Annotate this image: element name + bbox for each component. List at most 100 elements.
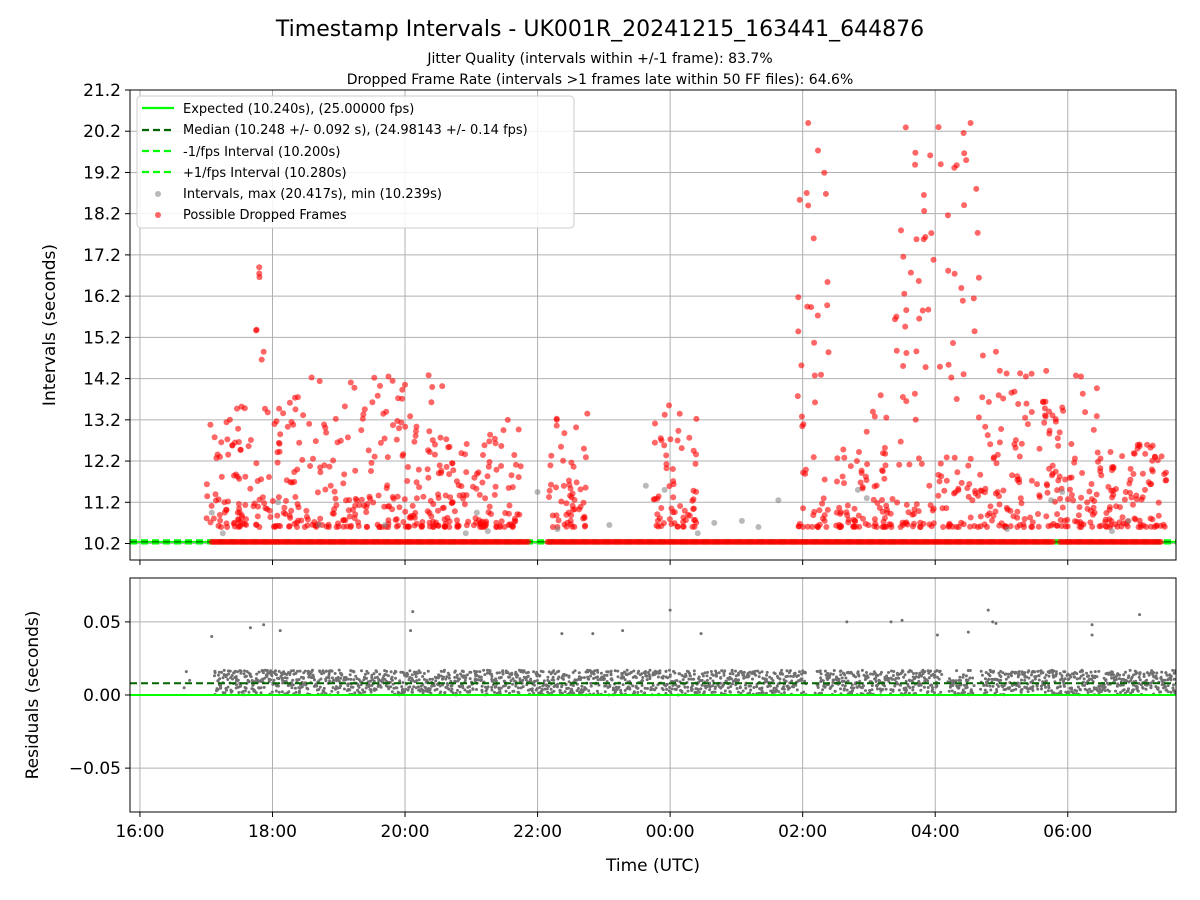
residual-point bbox=[1028, 687, 1032, 691]
residual-point bbox=[556, 682, 560, 686]
residual-point bbox=[1130, 675, 1134, 679]
residual-point bbox=[1110, 676, 1114, 680]
residual-point bbox=[409, 629, 413, 633]
residual-point bbox=[572, 691, 576, 695]
dropped-frame-point bbox=[492, 483, 499, 490]
residual-point bbox=[736, 673, 740, 677]
dropped-frame-point bbox=[666, 516, 673, 523]
residual-point bbox=[483, 673, 487, 677]
dropped-frame-point bbox=[986, 510, 993, 517]
dropped-frame-point bbox=[975, 414, 982, 421]
dropped-frame-point bbox=[245, 443, 252, 450]
residual-point bbox=[673, 671, 677, 675]
dropped-frame-point bbox=[277, 523, 284, 530]
dropped-frame-point bbox=[418, 523, 425, 529]
residual-point bbox=[591, 632, 595, 636]
residual-point bbox=[874, 676, 878, 680]
residual-point bbox=[216, 679, 220, 683]
dropped-frame-point bbox=[424, 466, 431, 473]
residual-point bbox=[831, 672, 835, 676]
dropped-frame-point bbox=[954, 469, 961, 476]
residual-point bbox=[1063, 670, 1067, 674]
residual-point bbox=[1115, 677, 1118, 681]
dropped-frame-point bbox=[212, 491, 219, 498]
residual-point bbox=[646, 687, 649, 690]
dropped-frame-point bbox=[234, 473, 241, 480]
dropped-frame-point bbox=[481, 442, 488, 449]
dropped-frame-point bbox=[396, 504, 403, 511]
residual-point bbox=[277, 669, 281, 673]
dropped-frame-point bbox=[280, 410, 287, 417]
dropped-frame-point bbox=[1130, 471, 1137, 477]
residual-point bbox=[1172, 677, 1176, 681]
dropped-frame-point bbox=[512, 518, 519, 524]
residual-point bbox=[1131, 688, 1135, 692]
dropped-frame-point bbox=[255, 503, 262, 510]
residual-point bbox=[436, 676, 440, 680]
dropped-frame-point bbox=[442, 492, 449, 499]
residual-point bbox=[730, 677, 733, 681]
residual-point bbox=[858, 679, 862, 683]
residual-point bbox=[408, 669, 412, 673]
dropped-frame-point bbox=[424, 508, 431, 515]
dropped-frame-point bbox=[299, 456, 306, 463]
dropped-frame-point bbox=[371, 453, 378, 460]
dropped-frame-point bbox=[463, 469, 470, 476]
dropped-frame-point bbox=[1043, 481, 1050, 488]
chart-title: Timestamp Intervals - UK001R_20241215_16… bbox=[275, 17, 924, 42]
residual-point bbox=[278, 629, 282, 633]
residual-point bbox=[238, 684, 242, 688]
dropped-frame-point bbox=[1071, 459, 1078, 466]
dropped-frame-point bbox=[1088, 481, 1095, 487]
dropped-frame-point bbox=[798, 413, 805, 420]
dropped-frame-point bbox=[509, 484, 516, 491]
dropped-frame-point bbox=[207, 519, 214, 526]
dropped-frame-point bbox=[666, 402, 673, 409]
residual-point bbox=[966, 630, 970, 634]
residual-point bbox=[778, 677, 782, 681]
dropped-frame-point bbox=[666, 483, 673, 490]
residual-point bbox=[616, 669, 620, 673]
residual-point bbox=[919, 688, 923, 692]
residual-point bbox=[1031, 689, 1035, 692]
residual-point bbox=[1122, 673, 1126, 677]
residual-point bbox=[877, 678, 881, 682]
residual-point bbox=[887, 671, 890, 674]
residual-point bbox=[735, 687, 739, 690]
residual-point bbox=[995, 690, 999, 694]
interval-point bbox=[484, 528, 491, 535]
dropped-frame-point bbox=[843, 509, 850, 516]
legend-median: Median (10.248 +/- 0.092 s), (24.98143 +… bbox=[183, 123, 528, 138]
residual-point bbox=[490, 688, 494, 692]
residual-point bbox=[668, 608, 672, 612]
residual-point bbox=[636, 691, 640, 694]
residual-point bbox=[1004, 672, 1008, 676]
residuals-x-tick-label: 18:00 bbox=[248, 822, 297, 842]
dropped-frame-point bbox=[1059, 404, 1066, 411]
residual-point bbox=[1030, 673, 1033, 677]
residuals-x-tick-label: 00:00 bbox=[646, 822, 695, 842]
dropped-frame-point bbox=[1049, 462, 1056, 469]
dropped-frame-point bbox=[560, 457, 567, 464]
dropped-frame-point bbox=[677, 503, 684, 509]
residual-point bbox=[1036, 669, 1040, 673]
dropped-frame-point bbox=[951, 270, 958, 277]
residual-point bbox=[1115, 673, 1119, 677]
dropped-frame-point bbox=[259, 494, 266, 501]
dropped-frame-point bbox=[824, 506, 831, 513]
dropped-frame-point bbox=[491, 491, 498, 498]
dropped-frame-point bbox=[505, 510, 512, 517]
dropped-frame-point bbox=[407, 413, 414, 420]
dropped-frame-point bbox=[803, 190, 810, 196]
dropped-frame-point bbox=[327, 482, 334, 489]
interval-point bbox=[554, 526, 561, 533]
dropped-frame-point bbox=[917, 524, 924, 530]
residual-point bbox=[734, 669, 737, 673]
residuals-x-ticks: 16:00 18:00 20:00 22:00 00:00 02:00 04:00 06:00 bbox=[115, 812, 1092, 842]
residual-point bbox=[839, 687, 842, 691]
dropped-frame-point bbox=[360, 411, 367, 418]
dropped-frame-point bbox=[366, 493, 373, 500]
dropped-frame-point bbox=[1139, 470, 1146, 477]
dropped-frame-point bbox=[851, 517, 858, 524]
dropped-frame-point bbox=[1117, 504, 1123, 511]
